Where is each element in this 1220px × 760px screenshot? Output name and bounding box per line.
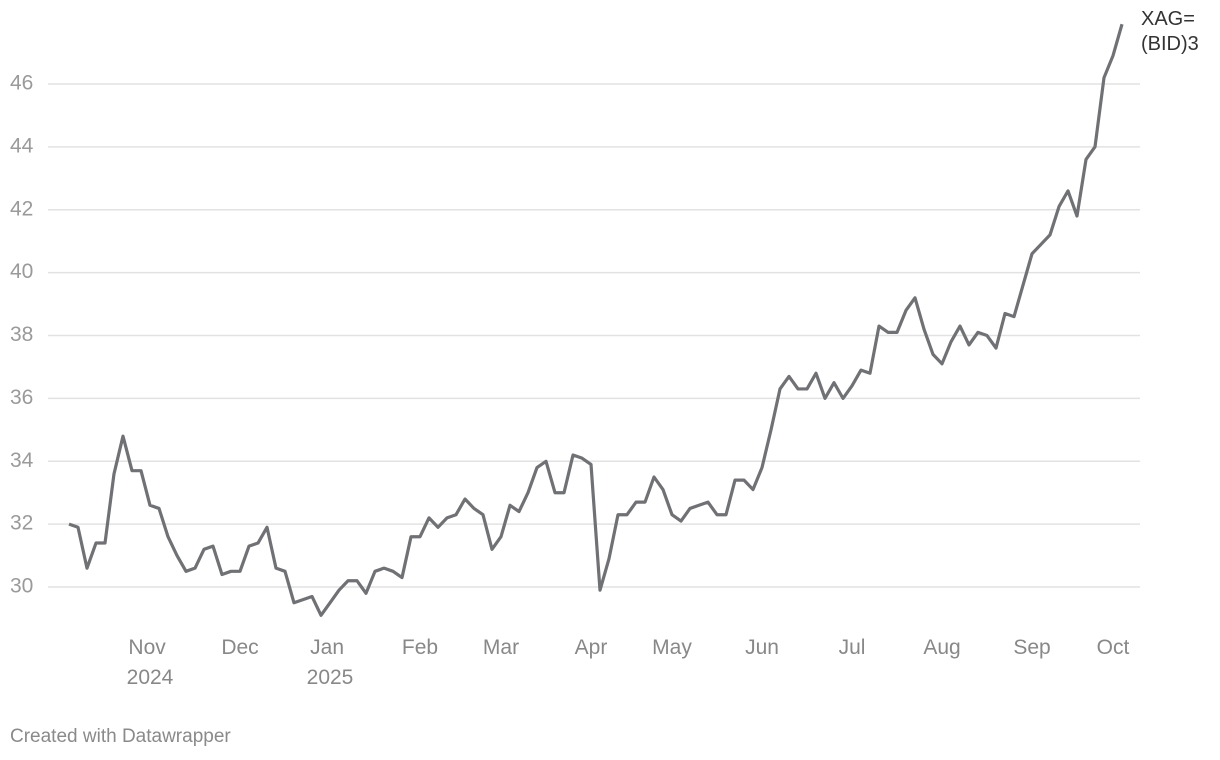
- line: [68, 23, 1124, 617]
- x-tick-label: Apr: [575, 636, 608, 659]
- x-tick-label: Aug: [923, 636, 960, 659]
- y-tick-label: 42: [10, 197, 33, 220]
- x-tick-label: Mar: [483, 636, 519, 659]
- x-tick-label: Nov 2024: [127, 636, 174, 689]
- y-tick-label: 44: [10, 134, 34, 157]
- x-tick-label: Dec: [221, 636, 258, 659]
- y-tick-label: 40: [10, 260, 33, 283]
- x-tick-label: Jul: [839, 636, 866, 659]
- x-tick-label: Jan 2025: [307, 636, 354, 689]
- footer: Created with Datawrapper: [10, 726, 231, 747]
- y-tick-label: 46: [10, 72, 33, 95]
- y-tick-label: 30: [10, 575, 33, 598]
- x-tick-label: Feb: [402, 636, 438, 659]
- series-label: XAG= (BID)3: [1141, 8, 1199, 55]
- y-tick-label: 32: [10, 512, 33, 535]
- y-tick-label: 38: [10, 323, 33, 346]
- x-tick-label: Oct: [1097, 636, 1130, 659]
- x-tick-label: May: [652, 636, 692, 659]
- x-tick-label: Sep: [1013, 636, 1050, 659]
- y-tick-label: 34: [10, 449, 34, 472]
- x-tick-label: Jun: [745, 636, 779, 659]
- y-tick-label: 36: [10, 386, 33, 409]
